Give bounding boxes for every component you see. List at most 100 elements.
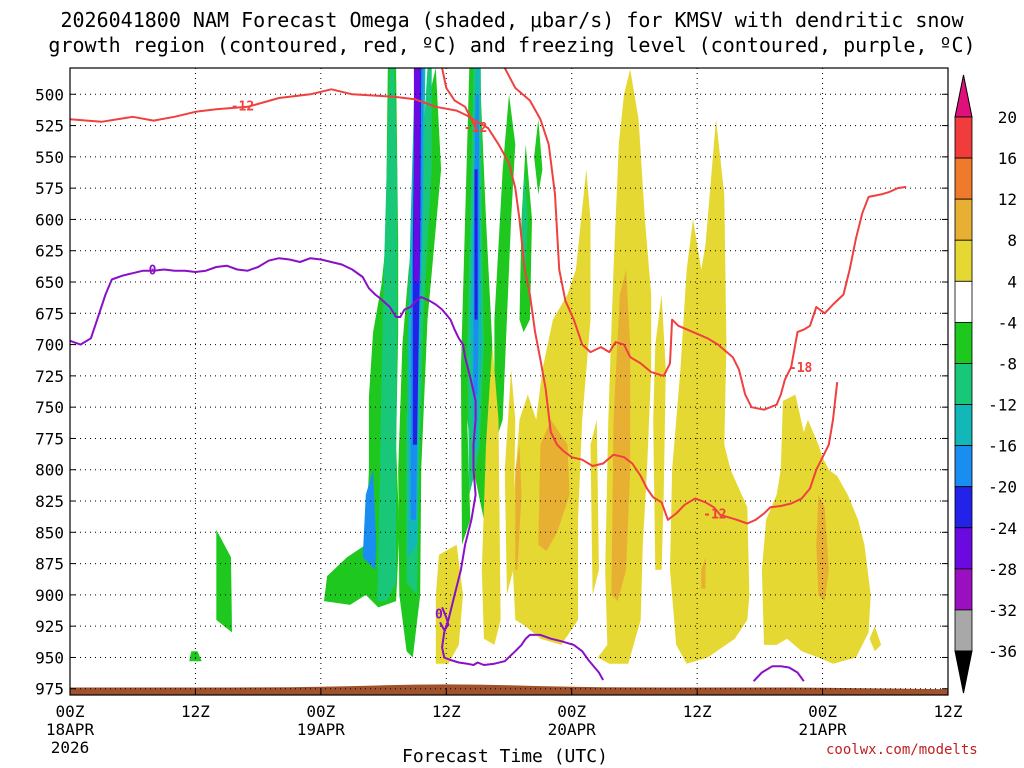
omega-region-24: [538, 419, 570, 552]
colorbar-label-1: 16: [998, 149, 1017, 168]
omega-region-16: [494, 94, 516, 445]
freezing-level-contours: [70, 257, 805, 682]
y-tick-label-950: 950: [35, 648, 64, 667]
colorbar-swatch-12: [954, 609, 973, 652]
omega-region-32: [701, 557, 706, 589]
colorbar-swatch-6: [954, 363, 973, 405]
omega-region-35: [869, 626, 882, 652]
temp-contour-3: [544, 381, 839, 525]
contour-label-0: -12: [231, 100, 254, 115]
omega-region-30: [653, 294, 666, 570]
y-tick-label-825: 825: [35, 492, 64, 511]
colorbar-label-4: 4: [1007, 272, 1017, 291]
omega-region-21: [481, 344, 501, 645]
x-tick-label-60: 12Z: [683, 702, 712, 721]
omega-region-19: [534, 119, 543, 195]
colorbar-swatch-8: [954, 445, 973, 488]
y-tick-label-700: 700: [35, 336, 64, 355]
contour-labels: -12 -12 -18 -12 0 0: [149, 100, 813, 623]
temp-contour-2: [503, 68, 907, 411]
x-tick-date-48: 20APR: [548, 720, 597, 739]
y-tick-label-875: 875: [35, 555, 64, 574]
y-tick-label-625: 625: [35, 242, 64, 261]
y-tick-label-500: 500: [35, 85, 64, 104]
freezing-contour-1: [439, 607, 450, 631]
colorbar-swatch-1: [954, 157, 973, 200]
colorbar-label-12: -32: [988, 601, 1017, 620]
colorbar-label-5: -4: [998, 313, 1017, 332]
colorbar-swatch-11: [954, 568, 973, 611]
x-tick-label-12: 12Z: [181, 702, 210, 721]
colorbar-swatch-10: [954, 527, 973, 570]
ground-surface: [70, 684, 948, 695]
colorbar-swatch-5: [954, 321, 973, 364]
contour-label-5: 0: [435, 608, 443, 623]
colorbar: 20 16 12 8 4 -4 -8 -12 -16 -20 -24 -28 -32 -36: [954, 74, 1017, 694]
contour-label-1: -12: [464, 121, 487, 136]
colorbar-swatch-0: [954, 116, 973, 159]
x-tick-label-24: 00Z: [306, 702, 335, 721]
omega-shaded-regions: [189, 68, 882, 664]
omega-region-25: [515, 444, 522, 570]
y-tick-label-575: 575: [35, 179, 64, 198]
contour-label-2: -18: [789, 361, 813, 376]
colorbar-label-2: 12: [998, 190, 1017, 209]
x-tick-date-0: 18APR: [46, 720, 95, 739]
y-tick-label-900: 900: [35, 586, 64, 605]
x-tick-date-24: 19APR: [297, 720, 346, 739]
x-tick-year-0: 2026: [51, 738, 90, 757]
colorbar-label-0: 20: [998, 108, 1017, 127]
freezing-contour-2: [752, 665, 805, 682]
colorbar-swatch-9: [954, 486, 973, 529]
colorbar-label-11: -28: [988, 560, 1017, 579]
colorbar-label-8: -16: [988, 437, 1017, 456]
colorbar-label-10: -24: [988, 519, 1017, 538]
omega-region-29: [611, 269, 631, 602]
temp-contour-1: [441, 68, 479, 133]
plot-frame: [69, 67, 949, 696]
contour-label-4: 0: [149, 263, 157, 278]
colorbar-label-7: -12: [988, 396, 1017, 415]
omega-region-0: [216, 529, 232, 633]
omega-region-27: [590, 419, 599, 595]
y-tick-label-725: 725: [35, 367, 64, 386]
omega-region-3: [362, 469, 377, 570]
colorbar-label-13: -36: [988, 642, 1017, 661]
contour-label-3: -12: [703, 508, 726, 523]
y-tick-label-675: 675: [35, 304, 64, 323]
colorbar-swatch-2: [954, 198, 973, 241]
y-axis-ticks: 500 525 550 575 600 625 650 675 700 725 750 775 800 8…: [35, 85, 948, 699]
temperature-contours: [70, 68, 907, 525]
colorbar-swatch-7: [954, 404, 973, 447]
y-tick-label-750: 750: [35, 398, 64, 417]
y-tick-label-775: 775: [35, 429, 64, 448]
freezing-contour-0: [70, 257, 604, 681]
y-tick-label-600: 600: [35, 210, 64, 229]
omega-region-1: [189, 651, 202, 662]
omega-region-31: [670, 119, 750, 664]
x-tick-label-36: 12Z: [432, 702, 461, 721]
y-tick-label-975: 975: [35, 680, 64, 699]
y-tick-label-650: 650: [35, 273, 64, 292]
colorbar-swatch-4: [954, 280, 973, 323]
colorbar-over-arrow: [954, 74, 973, 118]
colorbar-under-arrow: [954, 650, 973, 694]
site-credit: coolwx.com/modelts: [826, 742, 978, 758]
chart-title-line-1: 2026041800 NAM Forecast Omega (shaded, μ…: [60, 8, 964, 32]
x-tick-label-48: 00Z: [557, 702, 586, 721]
x-tick-label-84: 12Z: [934, 702, 963, 721]
omega-region-4: [377, 68, 398, 602]
omega-region-20: [435, 544, 463, 664]
ground-layer: [70, 684, 948, 695]
x-tick-date-72: 21APR: [798, 720, 847, 739]
y-tick-label-800: 800: [35, 461, 64, 480]
colorbar-label-3: 8: [1007, 231, 1017, 250]
omega-region-33: [761, 394, 871, 664]
y-tick-label-550: 550: [35, 148, 64, 167]
x-axis-title: Forecast Time (UTC): [402, 746, 608, 767]
colorbar-label-9: -20: [988, 478, 1017, 497]
temp-contour-0: [70, 88, 547, 389]
y-tick-label-925: 925: [35, 617, 64, 636]
y-tick-label-525: 525: [35, 117, 64, 136]
